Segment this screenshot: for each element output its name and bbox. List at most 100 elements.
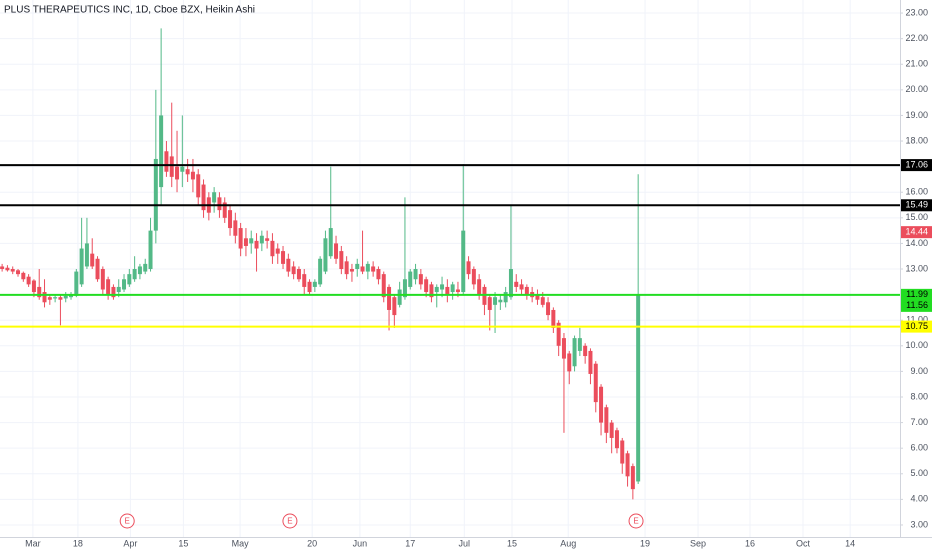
candle-body bbox=[26, 276, 31, 285]
candle-body bbox=[153, 158, 158, 231]
candle-body bbox=[10, 269, 15, 272]
x-tick-label: Mar bbox=[25, 538, 41, 548]
x-tick-label: Jul bbox=[459, 538, 471, 548]
candle-body bbox=[498, 299, 503, 303]
candle-body bbox=[95, 258, 100, 280]
x-tick-label: 20 bbox=[307, 538, 317, 548]
x-tick-label: 16 bbox=[745, 538, 755, 548]
earnings-label: E bbox=[125, 517, 130, 526]
y-tick-label: 11.00 bbox=[906, 315, 928, 325]
candle-body bbox=[275, 248, 280, 254]
candle-body bbox=[281, 251, 286, 264]
candle-body bbox=[429, 284, 434, 298]
candle-body bbox=[249, 238, 254, 244]
candle-body bbox=[132, 269, 137, 280]
x-tick-label: 19 bbox=[640, 538, 650, 548]
candle-body bbox=[413, 269, 418, 280]
price-label-box bbox=[901, 299, 932, 312]
candle-body bbox=[312, 281, 317, 287]
candle-body bbox=[344, 261, 349, 275]
earnings-label: E bbox=[287, 517, 292, 526]
y-tick-label: 22.00 bbox=[905, 33, 928, 43]
candle-body bbox=[418, 274, 423, 285]
axes: 3.004.005.006.007.008.009.0010.0011.0012… bbox=[25, 7, 932, 548]
candle-body bbox=[111, 286, 116, 298]
candle-body bbox=[392, 297, 397, 316]
candle-body bbox=[201, 184, 206, 211]
candle-body bbox=[514, 281, 519, 287]
candle-body bbox=[503, 292, 508, 303]
candle-body bbox=[376, 269, 381, 280]
candle-body bbox=[466, 261, 471, 275]
y-tick-label: 18.00 bbox=[905, 135, 928, 145]
candle-body bbox=[318, 258, 323, 285]
candle-body bbox=[31, 280, 36, 293]
candle-body bbox=[58, 297, 63, 300]
candle-body bbox=[84, 243, 89, 267]
candle-body bbox=[583, 345, 588, 357]
candle-body bbox=[42, 292, 47, 303]
candle-body bbox=[434, 286, 439, 293]
candle-body bbox=[180, 166, 185, 172]
y-tick-label: 19.00 bbox=[905, 110, 928, 120]
candle-body bbox=[636, 294, 641, 482]
candle-body bbox=[243, 238, 248, 246]
candle-body bbox=[63, 295, 68, 299]
candle-body bbox=[593, 363, 598, 403]
candle-body bbox=[546, 302, 551, 316]
candle-body bbox=[355, 263, 360, 270]
candle-body bbox=[599, 386, 604, 423]
candle-body bbox=[508, 269, 513, 298]
price-label: 15.49 bbox=[905, 200, 928, 210]
candle-body bbox=[604, 407, 609, 433]
y-tick-label: 4.00 bbox=[910, 494, 928, 504]
y-tick-label: 7.00 bbox=[910, 417, 928, 427]
candle-body bbox=[535, 294, 540, 300]
chart-title: PLUS THERAPEUTICS INC, 1D, Cboe BZX, Hei… bbox=[4, 5, 255, 16]
candle-body bbox=[296, 269, 301, 280]
candle-body bbox=[524, 286, 529, 295]
candle-body bbox=[21, 272, 26, 280]
y-tick-label: 5.00 bbox=[910, 468, 928, 478]
candle-body bbox=[185, 169, 190, 175]
candle-body bbox=[302, 274, 307, 287]
candle-body bbox=[334, 243, 339, 259]
price-label: 10.75 bbox=[905, 321, 928, 331]
y-tick-label: 21.00 bbox=[905, 59, 928, 69]
candle-body bbox=[540, 297, 545, 305]
price-label-box bbox=[901, 320, 932, 333]
candle-body bbox=[238, 228, 243, 249]
candle-body bbox=[360, 266, 365, 272]
y-tick-label: 3.00 bbox=[910, 519, 928, 529]
candle-body bbox=[519, 284, 524, 290]
x-tick-label: 15 bbox=[178, 538, 188, 548]
candle-body bbox=[551, 309, 556, 328]
candle-body bbox=[196, 174, 201, 198]
candle-body bbox=[371, 266, 376, 272]
earnings-marker bbox=[282, 513, 298, 529]
candle-body bbox=[47, 297, 52, 300]
candle-body bbox=[440, 284, 445, 290]
candle-body bbox=[122, 279, 127, 290]
candle-body bbox=[69, 294, 74, 298]
candle-body bbox=[212, 192, 217, 203]
candle-body bbox=[127, 274, 132, 285]
earnings-marker bbox=[119, 513, 135, 529]
candle-body bbox=[397, 289, 402, 305]
candle-body bbox=[365, 263, 370, 272]
price-label-box bbox=[901, 288, 932, 301]
price-label: 11.99 bbox=[906, 289, 928, 299]
x-tick-label: 15 bbox=[507, 538, 517, 548]
price-label-box bbox=[901, 159, 932, 172]
y-tick-label: 8.00 bbox=[910, 391, 928, 401]
candle-body bbox=[561, 338, 566, 359]
candle-body bbox=[190, 171, 195, 180]
candle-body bbox=[228, 210, 233, 229]
candle-body bbox=[222, 202, 227, 218]
price-label: 14.44 bbox=[905, 227, 928, 237]
candle-body bbox=[159, 115, 164, 188]
x-tick-label: Sep bbox=[690, 538, 706, 548]
